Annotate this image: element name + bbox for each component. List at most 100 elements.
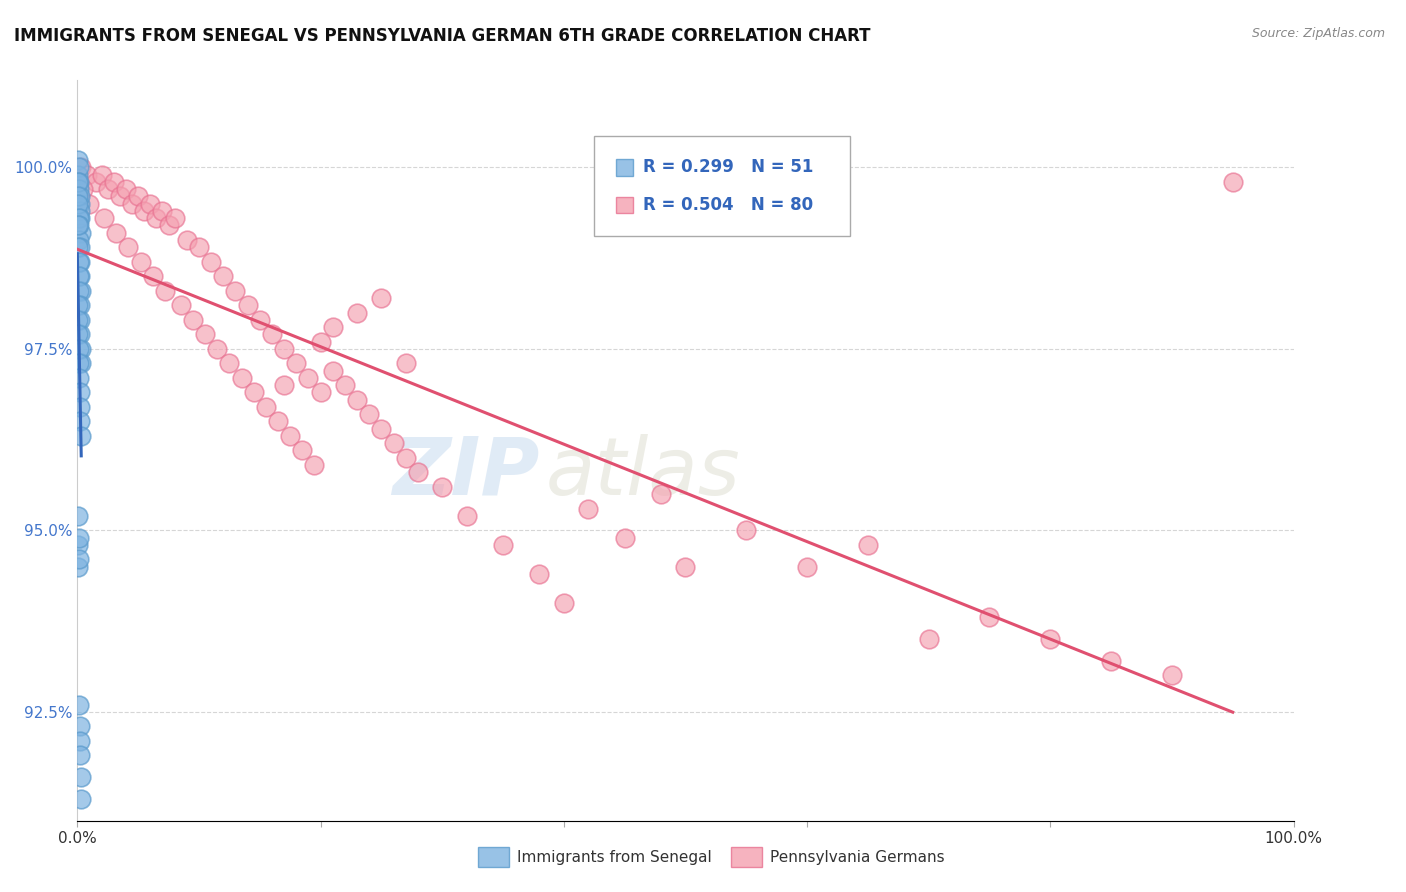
Point bbox=[188, 240, 211, 254]
Point bbox=[69, 748, 91, 763]
Point bbox=[121, 196, 143, 211]
Point bbox=[67, 371, 90, 385]
Point bbox=[1039, 632, 1062, 647]
Point bbox=[333, 378, 356, 392]
Point bbox=[67, 313, 90, 327]
Point bbox=[152, 203, 174, 218]
Point bbox=[163, 211, 186, 226]
Point bbox=[979, 610, 1001, 624]
Point bbox=[129, 254, 152, 268]
Point bbox=[218, 356, 240, 370]
Point bbox=[529, 566, 551, 581]
Point bbox=[856, 538, 879, 552]
Point bbox=[456, 508, 478, 523]
Point bbox=[205, 342, 228, 356]
Point bbox=[157, 219, 180, 233]
Point bbox=[105, 226, 128, 240]
Point bbox=[69, 719, 91, 733]
Point bbox=[170, 298, 193, 312]
Text: Immigrants from Senegal: Immigrants from Senegal bbox=[517, 850, 713, 864]
Point bbox=[322, 363, 344, 377]
Point bbox=[69, 211, 91, 226]
Point bbox=[675, 559, 697, 574]
Point bbox=[304, 458, 326, 472]
Point bbox=[67, 175, 90, 189]
Point bbox=[69, 284, 91, 298]
Point bbox=[69, 733, 91, 747]
Point bbox=[273, 378, 295, 392]
Point bbox=[278, 429, 301, 443]
Point bbox=[139, 196, 162, 211]
Point bbox=[322, 320, 344, 334]
Point bbox=[67, 327, 90, 342]
Point bbox=[103, 175, 125, 189]
Point bbox=[346, 305, 368, 319]
Point bbox=[69, 254, 91, 268]
Point bbox=[69, 203, 91, 218]
Point bbox=[291, 443, 314, 458]
Point bbox=[69, 313, 91, 327]
Point bbox=[576, 501, 599, 516]
Point bbox=[346, 392, 368, 407]
Point bbox=[66, 153, 89, 168]
Text: IMMIGRANTS FROM SENEGAL VS PENNSYLVANIA GERMAN 6TH GRADE CORRELATION CHART: IMMIGRANTS FROM SENEGAL VS PENNSYLVANIA … bbox=[14, 27, 870, 45]
Point bbox=[153, 284, 176, 298]
Point bbox=[69, 327, 91, 342]
Point bbox=[67, 161, 90, 175]
Point bbox=[67, 356, 90, 370]
Point bbox=[254, 400, 277, 414]
Point bbox=[382, 436, 405, 450]
Point bbox=[66, 298, 89, 312]
Point bbox=[249, 313, 271, 327]
Point bbox=[194, 327, 217, 342]
Point bbox=[67, 168, 90, 182]
Point bbox=[79, 196, 101, 211]
Point bbox=[66, 175, 89, 189]
Point bbox=[212, 269, 235, 284]
Point bbox=[67, 284, 90, 298]
Point bbox=[67, 254, 90, 268]
Point bbox=[142, 269, 165, 284]
Text: R = 0.504   N = 80: R = 0.504 N = 80 bbox=[643, 196, 813, 214]
Point bbox=[69, 226, 91, 240]
Point bbox=[93, 211, 115, 226]
Point bbox=[67, 189, 90, 203]
Point bbox=[69, 385, 91, 400]
Point bbox=[69, 770, 91, 784]
Point bbox=[67, 269, 90, 284]
Point bbox=[84, 175, 107, 189]
Point bbox=[69, 196, 91, 211]
Point bbox=[67, 233, 90, 247]
Point bbox=[70, 792, 93, 806]
Point bbox=[69, 269, 91, 284]
Point bbox=[67, 219, 90, 233]
Text: ZIP: ZIP bbox=[392, 434, 540, 512]
Point bbox=[67, 182, 90, 196]
Point bbox=[117, 240, 139, 254]
Point bbox=[1222, 175, 1244, 189]
Point bbox=[176, 233, 198, 247]
Point bbox=[69, 400, 91, 414]
Point bbox=[260, 327, 283, 342]
FancyBboxPatch shape bbox=[595, 136, 849, 235]
Point bbox=[69, 189, 91, 203]
Point bbox=[97, 182, 120, 196]
Point bbox=[492, 538, 515, 552]
Point bbox=[127, 189, 149, 203]
Point bbox=[231, 371, 253, 385]
Point bbox=[90, 168, 112, 182]
Point bbox=[67, 698, 90, 712]
Point bbox=[67, 552, 90, 566]
Point bbox=[395, 356, 418, 370]
Point bbox=[145, 211, 167, 226]
Point bbox=[67, 219, 90, 233]
Point bbox=[370, 422, 392, 436]
Point bbox=[72, 182, 94, 196]
Point bbox=[108, 189, 131, 203]
Bar bbox=[616, 160, 633, 176]
Point bbox=[650, 487, 672, 501]
Point bbox=[67, 342, 90, 356]
Point bbox=[115, 182, 138, 196]
Point bbox=[309, 385, 332, 400]
Point bbox=[918, 632, 941, 647]
